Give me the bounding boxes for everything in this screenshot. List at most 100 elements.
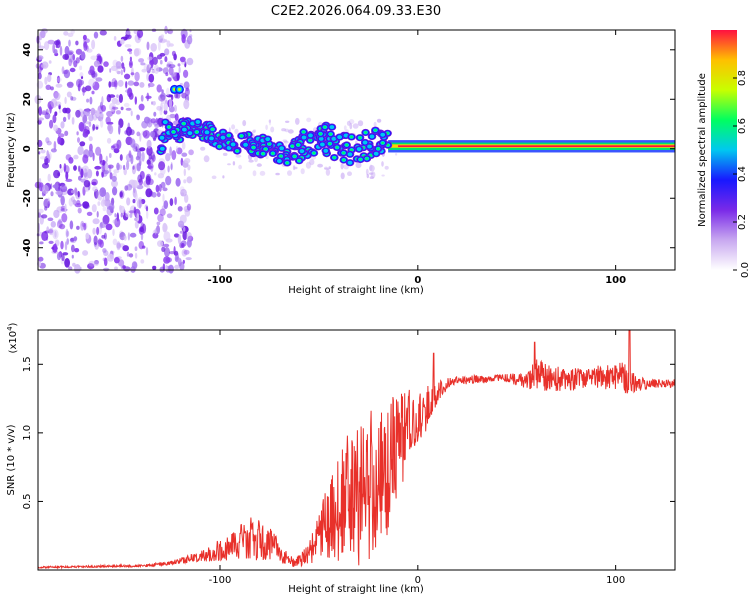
noise-blob	[112, 238, 118, 246]
noise-blob	[53, 209, 60, 219]
track-blob	[267, 142, 271, 146]
track-blob	[386, 132, 389, 135]
noise-blob	[59, 223, 66, 230]
noise-blob	[162, 193, 165, 203]
halo-blob	[248, 159, 254, 163]
noise-blob	[71, 244, 75, 253]
noise-blob	[144, 116, 150, 124]
noise-blob	[177, 220, 185, 228]
noise-blob	[166, 65, 173, 69]
noise-blob	[109, 153, 112, 158]
noise-blob	[85, 232, 90, 240]
noise-blob	[166, 63, 172, 67]
noise-blob	[171, 72, 174, 79]
noise-blob	[80, 220, 85, 231]
noise-blob	[151, 154, 156, 162]
noise-blob	[73, 165, 77, 171]
noise-blob	[159, 208, 166, 216]
track-blob	[187, 131, 193, 136]
noise-blob	[74, 187, 78, 196]
chart-title: C2E2.2026.064.09.33.E30	[271, 4, 441, 19]
noise-blob	[75, 48, 83, 55]
noise-blob	[117, 79, 124, 87]
noise-blob	[71, 196, 75, 203]
noise-blob	[112, 228, 115, 236]
track-blob	[299, 149, 305, 154]
noise-blob	[153, 111, 157, 117]
noise-blob	[93, 60, 100, 68]
noise-blob	[162, 222, 168, 233]
noise-blob	[86, 211, 93, 216]
spectrogram-xtick-label: 0	[414, 275, 421, 286]
noise-blob	[141, 223, 147, 234]
halo-blob	[381, 174, 385, 177]
noise-blob	[48, 240, 54, 244]
noise-blob	[60, 240, 64, 250]
spectrogram-ytick-label: 20	[22, 92, 33, 106]
noise-blob	[184, 193, 189, 203]
noise-blob	[127, 48, 133, 52]
noise-blob	[79, 72, 84, 78]
track-blob	[195, 130, 199, 134]
noise-blob	[68, 58, 72, 67]
noise-blob	[63, 69, 71, 79]
noise-blob	[100, 199, 106, 207]
spectrogram-xtick-label: -100	[207, 275, 232, 286]
noise-blob	[179, 56, 186, 63]
noise-blob	[70, 190, 75, 194]
noise-blob	[187, 164, 191, 171]
noise-blob	[132, 198, 136, 204]
noise-blob	[138, 58, 145, 63]
noise-blob	[106, 110, 113, 117]
track-blob	[380, 132, 386, 137]
halo-blob	[306, 117, 312, 123]
colorbar-tick-label: 0.0	[740, 262, 750, 278]
noise-blob	[120, 69, 124, 76]
noise-blob	[97, 195, 103, 201]
noise-blob	[64, 203, 67, 213]
noise-blob	[47, 217, 54, 222]
noise-blob	[136, 29, 144, 38]
noise-blob	[46, 226, 50, 234]
colorbar-label: Normalized spectral amplitude	[697, 73, 708, 227]
halo-blob	[384, 165, 389, 170]
noise-blob	[96, 211, 99, 218]
track-blob	[337, 135, 342, 140]
noise-blob	[166, 94, 173, 98]
halo-blob	[211, 175, 217, 180]
noise-blob	[147, 83, 151, 88]
noise-blob	[166, 40, 171, 48]
noise-blob	[101, 96, 104, 105]
snr-scale-label: (x104)	[6, 322, 19, 353]
noise-blob	[47, 74, 52, 83]
noise-blob	[79, 65, 83, 71]
noise-blob	[81, 51, 86, 60]
track-blob	[329, 125, 335, 130]
noise-blob	[41, 184, 49, 195]
noise-blob	[62, 116, 67, 123]
noise-blob	[59, 164, 62, 169]
noise-blob	[77, 207, 82, 214]
track-blob	[374, 129, 377, 132]
noise-blob	[46, 140, 52, 146]
noise-blob	[69, 237, 77, 244]
noise-blob	[165, 100, 168, 104]
snr-scale-exponent: 4	[6, 326, 14, 331]
noise-blob	[96, 53, 102, 59]
noise-blob	[120, 38, 125, 45]
halo-blob	[305, 161, 312, 169]
noise-blob	[122, 265, 126, 269]
halo-blob	[355, 162, 362, 169]
noise-blob	[148, 154, 153, 160]
halo-blob	[366, 173, 369, 179]
noise-blob	[148, 73, 155, 83]
noise-blob	[60, 184, 68, 193]
noise-blob	[185, 231, 192, 241]
track-blob	[252, 146, 255, 149]
noise-blob	[61, 213, 68, 223]
noise-blob	[135, 146, 138, 152]
noise-blob	[140, 232, 144, 241]
noise-blob	[64, 130, 69, 136]
halo-blob	[324, 167, 330, 170]
noise-blob	[165, 264, 168, 271]
